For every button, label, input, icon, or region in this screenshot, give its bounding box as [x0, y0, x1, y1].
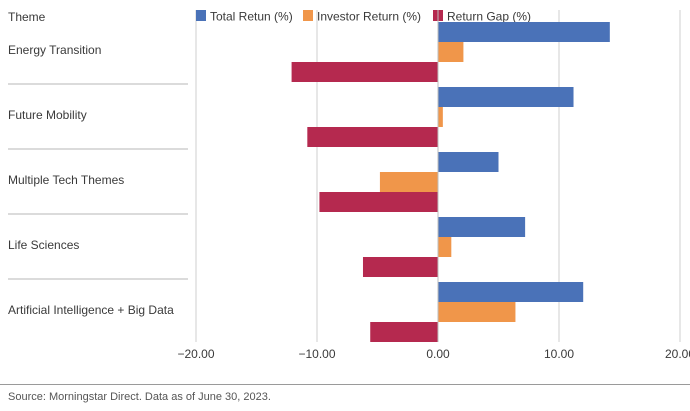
source-note: Source: Morningstar Direct. Data as of J… — [8, 391, 271, 403]
category-label: Future Mobility — [8, 108, 87, 122]
legend-label: Total Retun (%) — [210, 10, 293, 24]
legend-swatch — [196, 10, 206, 21]
bar — [438, 42, 464, 62]
x-tick-label: 10.00 — [544, 347, 574, 361]
bar — [291, 62, 438, 82]
bar — [362, 257, 438, 277]
category-label: Artificial Intelligence + Big Data — [8, 303, 174, 317]
x-tick-label: −20.00 — [177, 347, 214, 361]
x-tick-label: 0.00 — [426, 347, 450, 361]
category-label: Life Sciences — [8, 238, 79, 252]
bar — [438, 87, 574, 107]
bar — [438, 302, 516, 322]
bar — [307, 127, 438, 147]
bar-chart: Theme Total Retun (%) Investor Return (%) R… — [8, 10, 690, 361]
bar — [438, 282, 584, 302]
category-label: Multiple Tech Themes — [8, 173, 124, 187]
x-tick-label: −10.00 — [298, 347, 335, 361]
bar — [370, 322, 438, 342]
legend-swatch — [303, 10, 313, 21]
bar — [438, 107, 443, 127]
category-label: Energy Transition — [8, 43, 101, 57]
bar — [438, 152, 499, 172]
bar — [319, 192, 438, 212]
bar — [438, 22, 610, 42]
legend-label: Return Gap (%) — [447, 10, 531, 24]
category-header: Theme — [8, 10, 46, 24]
legend-label: Investor Return (%) — [317, 10, 421, 24]
x-tick-label: 20.00 — [665, 347, 690, 361]
bar — [379, 172, 438, 192]
bar — [438, 217, 526, 237]
bar — [438, 237, 452, 257]
footer-divider — [0, 384, 690, 385]
